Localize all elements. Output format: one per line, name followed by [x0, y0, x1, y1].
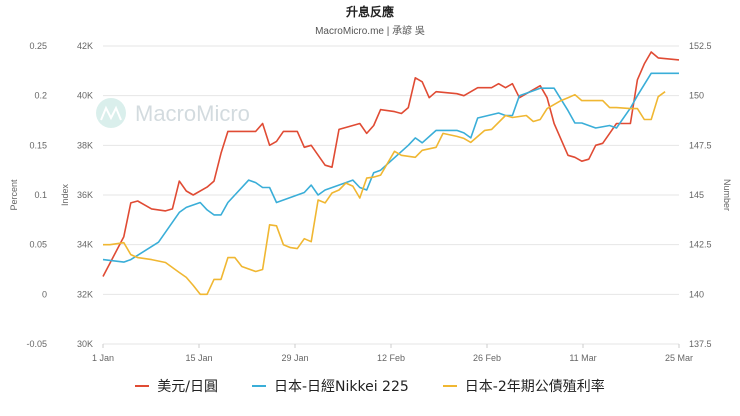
legend-item-nikkei[interactable]: 日本-日經Nikkei 225 [251, 376, 409, 396]
percent-tick-label: -0.05 [26, 339, 47, 349]
legend-item-jgb2y[interactable]: 日本-2年期公債殖利率 [442, 376, 605, 396]
gridlines [103, 45, 679, 345]
series-line-0 [102, 51, 680, 277]
watermark-logo-mark [100, 105, 122, 121]
number-axis-title: Number [722, 179, 732, 211]
number-tick-label: 145 [689, 190, 704, 200]
index-axis-ticks: 30K 32K 34K 36K 38K 40K 42K [77, 41, 93, 349]
x-tick-label: 12 Feb [377, 353, 405, 363]
percent-tick-label: 0.15 [29, 140, 47, 150]
number-tick-label: 152.5 [689, 41, 712, 51]
index-tick-label: 38K [77, 140, 93, 150]
legend-label-nikkei: 日本-日經Nikkei 225 [273, 379, 409, 395]
watermark-logo-icon [96, 98, 126, 128]
legend-swatch-usdjpy [135, 385, 150, 387]
number-axis-ticks: 137.5 140 142.5 145 147.5 150 152.5 [689, 41, 712, 349]
percent-axis-title: Percent [9, 179, 19, 211]
x-tick-label: 1 Jan [92, 353, 114, 363]
series-line-1 [102, 72, 679, 263]
number-tick-label: 147.5 [689, 140, 712, 150]
index-tick-label: 42K [77, 41, 93, 51]
index-tick-label: 32K [77, 289, 93, 299]
percent-tick-label: 0 [42, 289, 47, 299]
series-line-2 [103, 91, 666, 296]
legend-item-usdjpy[interactable]: 美元/日圓 [135, 376, 218, 396]
percent-tick-label: 0.25 [29, 41, 47, 51]
index-tick-label: 36K [77, 190, 93, 200]
number-tick-label: 140 [689, 289, 704, 299]
legend-swatch-nikkei [251, 385, 266, 387]
number-tick-label: 142.5 [689, 240, 712, 250]
index-tick-label: 40K [77, 91, 93, 101]
chart-title: 升息反應 [346, 4, 394, 19]
x-tick-label: 26 Feb [473, 353, 501, 363]
watermark-text: MacroMicro [135, 101, 250, 126]
x-tick-label: 11 Mar [569, 353, 596, 363]
legend-label-usdjpy: 美元/日圓 [157, 379, 218, 395]
x-tick-label: 15 Jan [185, 353, 212, 363]
index-tick-label: 34K [77, 240, 93, 250]
legend: 美元/日圓 日本-日經Nikkei 225 日本-2年期公債殖利率 [0, 376, 740, 396]
index-tick-label: 30K [77, 339, 93, 349]
percent-axis-ticks: -0.05 0 0.05 0.1 0.15 0.2 0.25 [26, 41, 47, 349]
percent-tick-label: 0.2 [34, 91, 47, 101]
percent-tick-label: 0.05 [29, 240, 47, 250]
index-axis-title: Index [60, 183, 70, 206]
percent-tick-label: 0.1 [34, 190, 47, 200]
number-tick-label: 150 [689, 91, 704, 101]
legend-label-jgb2y: 日本-2年期公債殖利率 [464, 379, 605, 395]
x-tick-label: 29 Jan [281, 353, 308, 363]
number-tick-label: 137.5 [689, 339, 712, 349]
chart-subtitle: MacroMicro.me | 承諺 吳 [315, 24, 425, 37]
watermark: MacroMicro [96, 98, 250, 128]
x-axis-ticks: 1 Jan 15 Jan 29 Jan 12 Feb 26 Feb 11 Mar 25 Ma… [92, 344, 693, 363]
legend-swatch-jgb2y [442, 385, 457, 387]
x-tick-label: 25 Mar [665, 353, 693, 363]
series-lines [102, 51, 680, 296]
